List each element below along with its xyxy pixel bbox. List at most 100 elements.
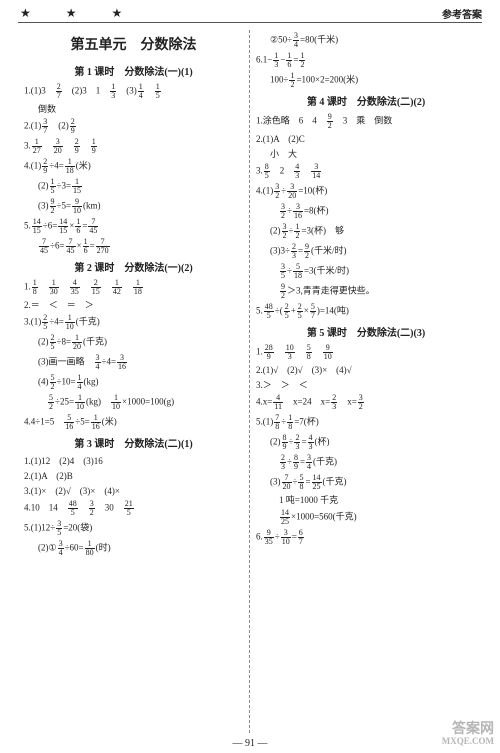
fraction: 16 (83, 238, 89, 255)
fraction: 180 (85, 540, 95, 557)
answer-line: 1.18 130 435 215 142 118 (24, 279, 243, 296)
answer-line: 小 大 (256, 148, 476, 160)
fraction: 314 (311, 163, 321, 180)
answer-line: (2)15÷3=115 (24, 178, 243, 195)
fraction: 19 (91, 138, 97, 155)
fraction: 23 (294, 434, 300, 451)
fraction: 43 (294, 163, 300, 180)
fraction: 116 (91, 414, 101, 431)
answer-line: (3)画一画略 34÷4=316 (24, 354, 243, 371)
answer-line: 32÷316=8(杯) (256, 203, 476, 220)
lesson-title: 第 2 课时 分数除法(一)(2) (24, 259, 243, 274)
answer-line: 4.10 14 485 32 30 215 (24, 500, 243, 517)
fraction: 89 (293, 454, 299, 471)
fraction: 320 (287, 183, 297, 200)
fraction: 316 (293, 203, 303, 220)
fraction: 92 (304, 243, 310, 260)
fraction: 58 (306, 344, 312, 361)
answer-line: (3)92÷5=910(km) (24, 198, 243, 215)
answer-line: (3)3÷23=92(千米/时) (256, 243, 476, 260)
header-rule (18, 22, 482, 23)
answer-line: 4.4÷1=5 516÷5=116(米) (24, 414, 243, 431)
fraction: 27 (56, 83, 62, 100)
fraction: 32 (274, 183, 280, 200)
fraction: 34 (58, 540, 64, 557)
column-left: 第五单元 分数除法 第 1 课时 分数除法(一)(1)1.(1)3 27 (2)… (18, 30, 250, 733)
answer-line: 2.(1)√ (2)√ (3)× (4)√ (256, 364, 476, 376)
fraction: 35 (56, 520, 62, 537)
column-right: ②50÷34=80(千米)6.1−13−16=12100÷12=100×2=20… (250, 30, 482, 733)
fraction: 92 (50, 198, 56, 215)
answer-line: 3.127 320 29 19 (24, 138, 243, 155)
fraction: 310 (281, 529, 291, 546)
fraction: 215 (124, 500, 134, 517)
answer-line: 1.涂色略 6 4 92 3 乘 倒数 (256, 113, 476, 130)
fraction: 12 (289, 72, 295, 89)
fraction: 435 (70, 279, 80, 296)
fraction: 25 (42, 314, 48, 331)
fraction: 57 (310, 303, 316, 320)
fraction: 67 (298, 529, 304, 546)
fraction: 13 (110, 83, 116, 100)
fraction: 29 (42, 158, 48, 175)
fraction: 34 (293, 32, 299, 49)
watermark: 答案网 MXQE.COM (442, 722, 494, 747)
fraction: 14 (77, 374, 83, 391)
fraction: 485 (68, 500, 78, 517)
answer-line: 2.＝ ＜ ＝ ＞ (24, 299, 243, 311)
answer-line: (3)720÷58=1425(千克) (256, 474, 476, 491)
lesson-title: 第 4 课时 分数除法(二)(2) (256, 93, 476, 108)
header-right-label: 参考答案 (442, 6, 482, 21)
answer-line: 1.(1)12 (2)4 (3)16 (24, 455, 243, 467)
fraction: 25 (284, 303, 290, 320)
fraction: 7270 (96, 238, 110, 255)
fraction: 34 (306, 454, 312, 471)
fraction: 120 (72, 334, 82, 351)
answer-line: 4.(1)29÷4=118(米) (24, 158, 243, 175)
fraction: 130 (49, 279, 59, 296)
fraction: 1425 (280, 509, 290, 526)
answer-line: 1.289 103 58 910 (256, 344, 476, 361)
answer-line: 3.(1)25÷4=110(千克) (24, 314, 243, 331)
fraction: 935 (264, 529, 274, 546)
fraction: 110 (65, 314, 75, 331)
answer-line: 4.(1)32÷320=10(杯) (256, 183, 476, 200)
fraction: 516 (64, 414, 74, 431)
page-body: 第五单元 分数除法 第 1 课时 分数除法(一)(1)1.(1)3 27 (2)… (18, 30, 482, 733)
fraction: 518 (293, 263, 303, 280)
fraction: 37 (42, 118, 48, 135)
answer-line: 92＞3,青青走得更快些。 (256, 283, 476, 300)
fraction: 43 (308, 434, 314, 451)
answer-line: 倒数 (24, 103, 243, 115)
fraction: 12 (299, 52, 305, 69)
fraction: 52 (50, 374, 56, 391)
fraction: 78 (274, 414, 280, 431)
fraction: 215 (91, 279, 101, 296)
fraction: 15 (50, 178, 56, 195)
answer-line: 2.(1)37 (2)29 (24, 118, 243, 135)
fraction: 1415 (58, 218, 68, 235)
answer-line: 4.x=411 x=24 x=23 x=32 (256, 394, 476, 411)
fraction: 118 (65, 158, 75, 175)
fraction: 320 (53, 138, 63, 155)
answer-line: 3.85 2 43 314 (256, 163, 476, 180)
fraction: 910 (72, 198, 82, 215)
fraction: 32 (89, 500, 95, 517)
fraction: 32 (358, 394, 364, 411)
answer-line: 1.(1)3 27 (2)3 1 13 (3)14 15 (24, 83, 243, 100)
fraction: 29 (74, 138, 80, 155)
fraction: 12 (294, 223, 300, 240)
fraction: 115 (72, 178, 82, 195)
fraction: 18 (287, 414, 293, 431)
page-number: — 91 — (0, 738, 500, 749)
answer-line: 23÷89=34(千克) (256, 454, 476, 471)
fraction: 58 (298, 474, 304, 491)
fraction: 1425 (312, 474, 322, 491)
fraction: 910 (323, 344, 333, 361)
answer-line: (2)89÷23=43(杯) (256, 434, 476, 451)
answer-line: (4)52÷10=14(kg) (24, 374, 243, 391)
answer-line: 100÷12=100×2=200(米) (256, 72, 476, 89)
fraction: 13 (273, 52, 279, 69)
answer-line: ②50÷34=80(千米) (256, 32, 476, 49)
answer-line: 5.1415÷6=1415×16=745 (24, 218, 243, 235)
